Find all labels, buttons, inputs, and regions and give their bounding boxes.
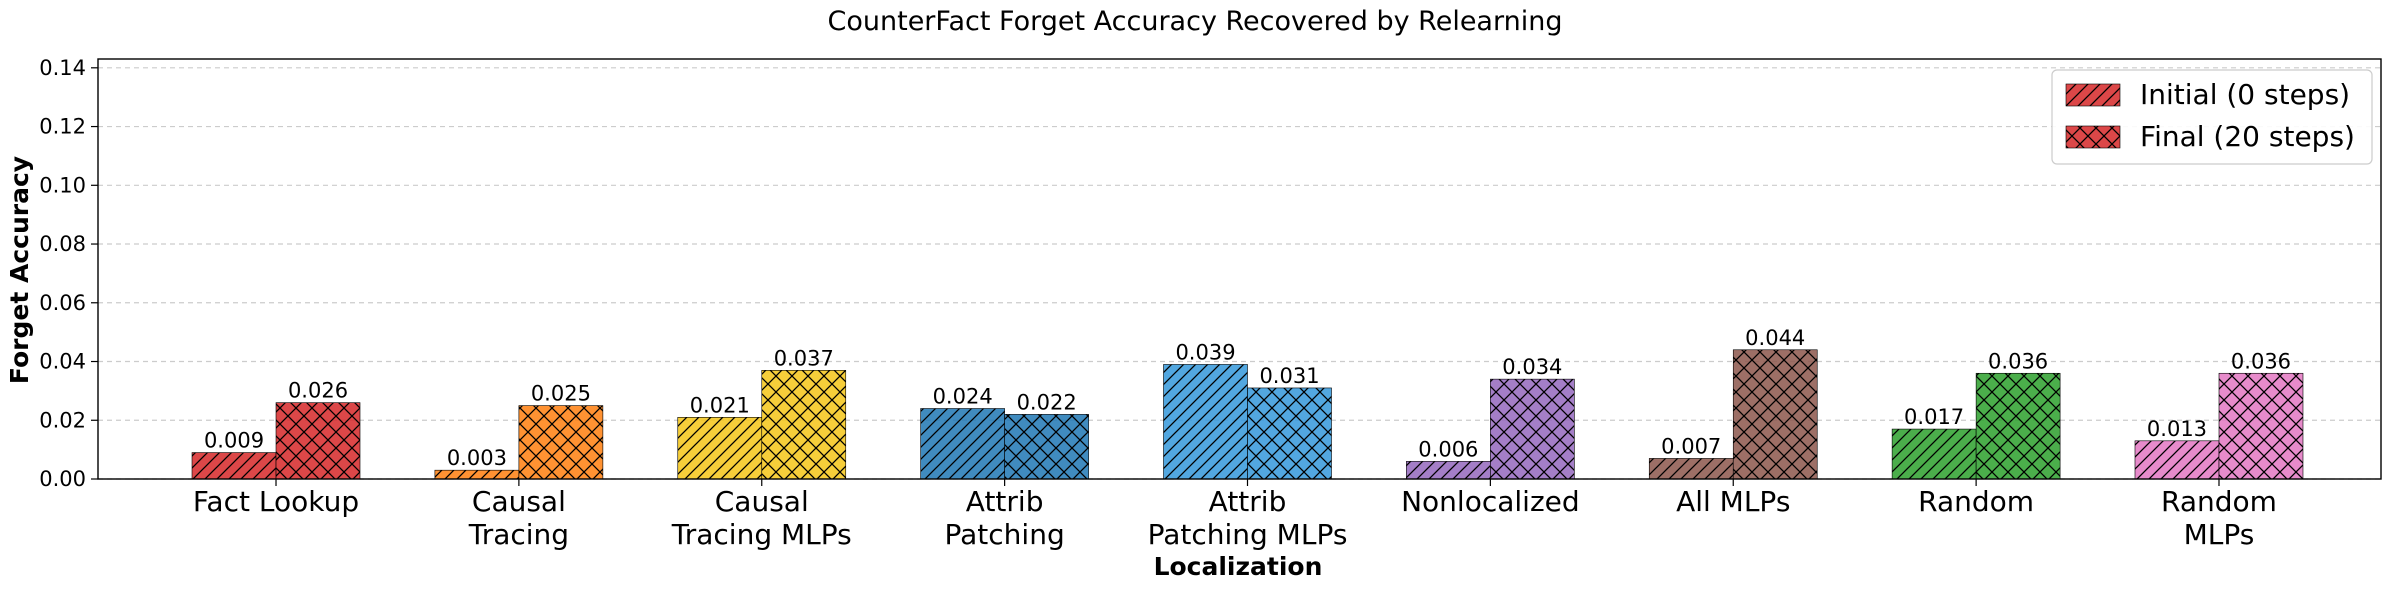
data-label: 0.025 (531, 382, 591, 406)
legend-swatch-hatch (2065, 83, 2121, 107)
plot-frame (97, 58, 2382, 480)
bar-hatch (1892, 429, 1977, 479)
data-label: 0.006 (1418, 437, 1478, 461)
legend-box (2051, 69, 2373, 165)
data-label: 0.007 (1661, 434, 1721, 458)
data-label: 0.044 (1745, 326, 1805, 350)
x-tick-label: Causal (715, 485, 809, 518)
data-label: 0.022 (1017, 390, 1077, 414)
x-tick-label: Patching (945, 518, 1065, 551)
legend-label: Initial (0 steps) (2140, 78, 2350, 111)
x-tick-label: Causal (472, 485, 566, 518)
x-tick-label: Patching MLPs (1148, 518, 1348, 551)
bar-hatch (1649, 458, 1734, 479)
bar-hatch (276, 402, 361, 479)
bar-hatch (518, 405, 603, 479)
y-tick-label: 0.14 (39, 56, 86, 80)
data-label: 0.003 (447, 446, 507, 470)
bar-hatch (434, 470, 519, 479)
y-tick-label: 0.12 (39, 115, 86, 139)
bar-hatch (1490, 379, 1575, 479)
data-label: 0.024 (933, 385, 993, 409)
data-label: 0.036 (1988, 349, 2048, 373)
x-tick-label: Nonlocalized (1401, 485, 1580, 518)
y-tick-label: 0.02 (39, 408, 86, 432)
legend: Initial (0 steps) Final (20 steps) (2051, 69, 2373, 165)
x-tick-label: Fact Lookup (193, 485, 359, 518)
y-tick-label: 0.10 (39, 173, 86, 197)
x-tick-label: MLPs (2184, 518, 2255, 551)
bar-hatch (1163, 364, 1248, 479)
x-tick-label: Random (2161, 485, 2277, 518)
x-tick-label: Tracing MLPs (671, 518, 852, 551)
x-tick-label: All MLPs (1676, 485, 1790, 518)
data-label: 0.034 (1502, 355, 1562, 379)
data-label: 0.026 (288, 379, 348, 403)
legend-swatch-hatch (2065, 125, 2121, 149)
x-axis-label: Localization (1154, 552, 1323, 581)
data-label: 0.021 (690, 393, 750, 417)
bar-hatch (2218, 373, 2303, 479)
data-label: 0.039 (1175, 340, 1235, 364)
data-label: 0.037 (774, 346, 834, 370)
bar-hatch (192, 452, 277, 479)
x-tick-label: Random (1918, 485, 2034, 518)
x-tick-label: Attrib (1209, 485, 1287, 518)
bar-hatch (1733, 349, 1818, 479)
chart-title: CounterFact Forget Accuracy Recovered by… (828, 6, 1563, 37)
y-tick-label: 0.00 (39, 467, 86, 491)
bar-hatch (1004, 414, 1089, 479)
legend-label: Final (20 steps) (2140, 120, 2355, 153)
data-label: 0.017 (1904, 405, 1964, 429)
data-label: 0.036 (2231, 349, 2291, 373)
y-tick-label: 0.04 (39, 350, 86, 374)
y-axis-label: Forget Accuracy (5, 156, 34, 384)
y-tick-label: 0.08 (39, 232, 86, 256)
data-label: 0.031 (1259, 364, 1319, 388)
bar-hatch (761, 370, 846, 479)
bar-hatch (2134, 440, 2219, 479)
x-tick-label: Tracing (468, 518, 569, 551)
data-label: 0.013 (2147, 417, 2207, 441)
bar-hatch (1247, 387, 1332, 479)
data-label: 0.009 (204, 429, 264, 453)
y-tick-label: 0.06 (39, 291, 86, 315)
bar-hatch (1406, 461, 1491, 479)
bar-hatch (920, 408, 1005, 479)
bar-hatch (1976, 373, 2061, 479)
x-tick-label: Attrib (966, 485, 1044, 518)
bar-hatch (677, 417, 762, 479)
